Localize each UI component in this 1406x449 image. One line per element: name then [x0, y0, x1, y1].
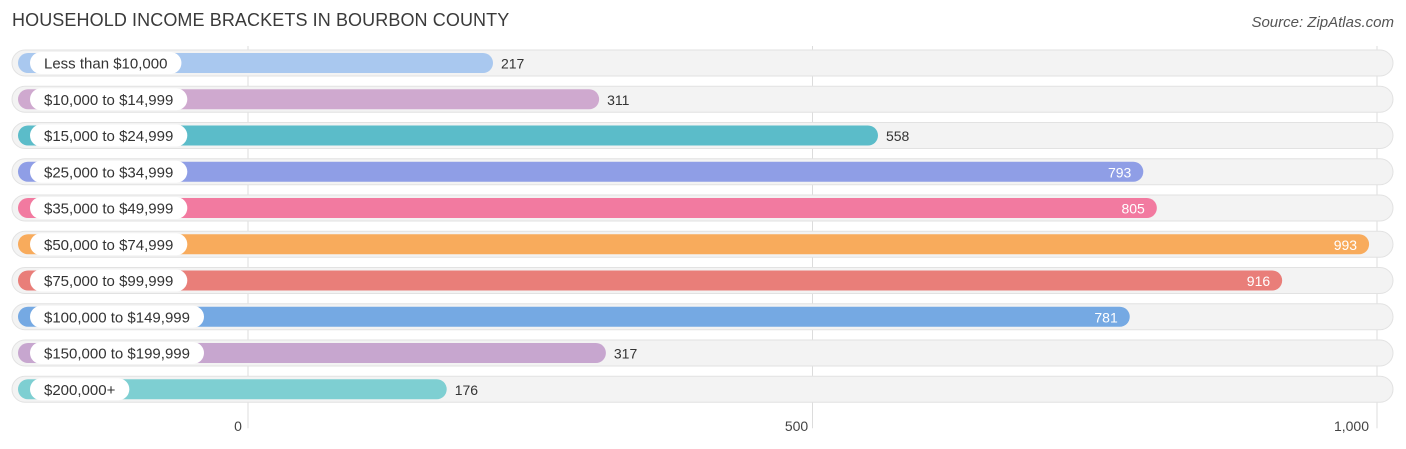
category-label-pill — [30, 342, 204, 364]
value-label: 558 — [886, 128, 910, 144]
bar-row: $150,000 to $199,999 317 — [11, 339, 1394, 367]
category-label: $100,000 to $149,999 — [44, 309, 190, 326]
bar-row: $75,000 to $99,999 916 — [11, 267, 1394, 294]
category-label-pill — [30, 124, 188, 147]
chart-source: Source: ZipAtlas.com — [1251, 14, 1394, 31]
category-label: $25,000 to $34,999 — [44, 164, 173, 181]
bar — [18, 161, 1144, 182]
bar — [18, 198, 1157, 218]
value-label: 176 — [455, 382, 479, 398]
category-label: $35,000 to $49,999 — [44, 201, 173, 218]
value-label: 311 — [607, 92, 630, 108]
category-label-pill — [30, 378, 130, 401]
category-label-pill — [30, 197, 188, 219]
value-label: 217 — [501, 56, 525, 72]
bar-row: $10,000 to $14,999 311 — [11, 85, 1394, 113]
category-label: Less than $10,000 — [44, 56, 167, 73]
x-axis-ticks: 0 500 1,000 — [234, 418, 1369, 434]
category-label-pill — [30, 233, 188, 256]
category-label: $200,000+ — [44, 382, 116, 399]
bar-row: $15,000 to $24,999 558 — [11, 122, 1394, 149]
value-label: 317 — [614, 346, 638, 362]
bar-rows: Less than $10,000 217 $10,000 to $14,999 31… — [11, 49, 1394, 403]
bar — [18, 125, 878, 146]
category-label-pill — [30, 88, 188, 111]
bar-row: $50,000 to $74,999 993 — [11, 230, 1394, 258]
chart-title: HOUSEHOLD INCOME BRACKETS IN BOURBON COU… — [12, 10, 510, 30]
x-tick-label: 0 — [234, 418, 242, 434]
category-label: $75,000 to $99,999 — [44, 273, 173, 290]
category-label: $10,000 to $14,999 — [44, 92, 173, 109]
x-tick-label: 1,000 — [1334, 418, 1369, 434]
bar — [18, 270, 1283, 291]
bar-row: Less than $10,000 217 — [11, 49, 1394, 77]
category-label-pill — [30, 52, 182, 74]
bar — [18, 234, 1370, 255]
bar-row: $200,000+ 176 — [11, 375, 1394, 403]
bar-row: $35,000 to $49,999 805 — [11, 194, 1394, 222]
category-label: $150,000 to $199,999 — [44, 346, 190, 363]
value-label: 781 — [1094, 309, 1118, 325]
category-label: $15,000 to $24,999 — [44, 128, 173, 145]
category-label-pill — [30, 305, 204, 328]
category-label-pill — [30, 269, 188, 292]
category-label-pill — [30, 160, 188, 183]
value-label: 916 — [1247, 273, 1271, 289]
value-label: 993 — [1334, 237, 1358, 253]
category-label: $50,000 to $74,999 — [44, 237, 173, 254]
value-label: 805 — [1121, 201, 1145, 217]
value-label: 793 — [1108, 164, 1132, 180]
bar-row: $25,000 to $34,999 793 — [11, 158, 1394, 186]
bar — [18, 306, 1130, 327]
bar-row: $100,000 to $149,999 781 — [11, 303, 1394, 331]
x-tick-label: 500 — [785, 418, 809, 434]
